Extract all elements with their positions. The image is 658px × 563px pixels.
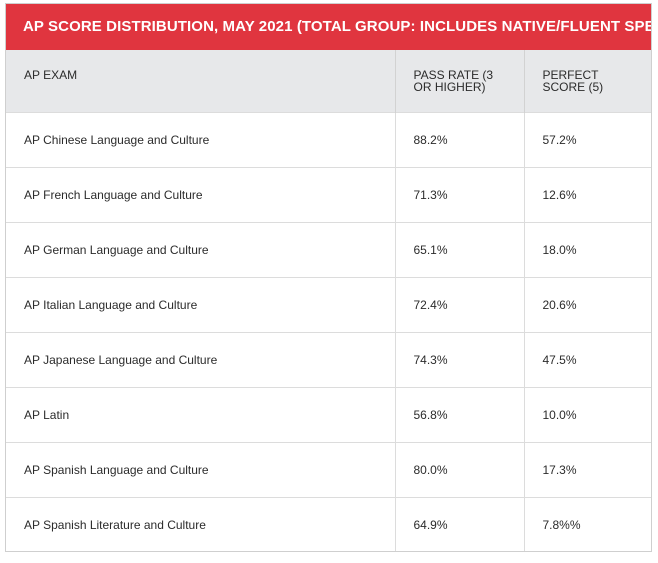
exam-name-cell: AP Chinese Language and Culture <box>24 132 210 147</box>
table-row: AP Spanish Language and Culture 80.0% 17… <box>6 442 651 497</box>
table-header: AP EXAM PASS RATE (3 OR HIGHER) PERFECT … <box>6 50 651 112</box>
perfect-score-cell: 47.5% <box>523 332 651 387</box>
exam-name-cell: AP Italian Language and Culture <box>24 297 198 312</box>
header-ap-exam: AP EXAM <box>24 68 78 82</box>
score-distribution-table: AP EXAM PASS RATE (3 OR HIGHER) PERFECT … <box>6 50 651 551</box>
exam-name-cell: AP Latin <box>24 407 70 422</box>
table-row: AP Japanese Language and Culture 74.3% 4… <box>6 332 651 387</box>
pass-rate-cell: 64.9% <box>394 497 524 551</box>
perfect-score-cell: 18.0% <box>523 222 651 277</box>
perfect-score-cell: 7.8%% <box>523 497 651 551</box>
header-pass-rate: PASS RATE (3 OR HIGHER) <box>394 50 524 112</box>
table-row: AP French Language and Culture 71.3% 12.… <box>6 167 651 222</box>
pass-rate-cell: 72.4% <box>394 277 524 332</box>
perfect-score-cell: 20.6% <box>523 277 651 332</box>
perfect-score-cell: 57.2% <box>523 112 651 167</box>
table-row: AP Latin 56.8% 10.0% <box>6 387 651 442</box>
table-row: AP German Language and Culture 65.1% 18.… <box>6 222 651 277</box>
score-distribution-table-card: AP SCORE DISTRIBUTION, MAY 2021 (TOTAL G… <box>5 3 652 552</box>
perfect-score-cell: 10.0% <box>523 387 651 442</box>
table-row: AP Italian Language and Culture 72.4% 20… <box>6 277 651 332</box>
exam-name-cell: AP Spanish Literature and Culture <box>24 517 206 532</box>
perfect-score-cell: 17.3% <box>523 442 651 497</box>
exam-name-cell: AP French Language and Culture <box>24 187 203 202</box>
pass-rate-cell: 65.1% <box>394 222 524 277</box>
pass-rate-cell: 71.3% <box>394 167 524 222</box>
pass-rate-cell: 74.3% <box>394 332 524 387</box>
exam-name-cell: AP Japanese Language and Culture <box>24 352 218 367</box>
pass-rate-cell: 80.0% <box>394 442 524 497</box>
perfect-score-cell: 12.6% <box>523 167 651 222</box>
table-body: AP Chinese Language and Culture 88.2% 57… <box>6 112 651 551</box>
exam-name-cell: AP Spanish Language and Culture <box>24 462 209 477</box>
pass-rate-cell: 56.8% <box>394 387 524 442</box>
table-row: AP Chinese Language and Culture 88.2% 57… <box>6 112 651 167</box>
pass-rate-cell: 88.2% <box>394 112 524 167</box>
header-perfect-score: PERFECT SCORE (5) <box>523 50 651 112</box>
table-row: AP Spanish Literature and Culture 64.9% … <box>6 497 651 551</box>
exam-name-cell: AP German Language and Culture <box>24 242 209 257</box>
header-row: AP EXAM PASS RATE (3 OR HIGHER) PERFECT … <box>6 50 651 112</box>
table-title: AP SCORE DISTRIBUTION, MAY 2021 (TOTAL G… <box>6 4 651 50</box>
